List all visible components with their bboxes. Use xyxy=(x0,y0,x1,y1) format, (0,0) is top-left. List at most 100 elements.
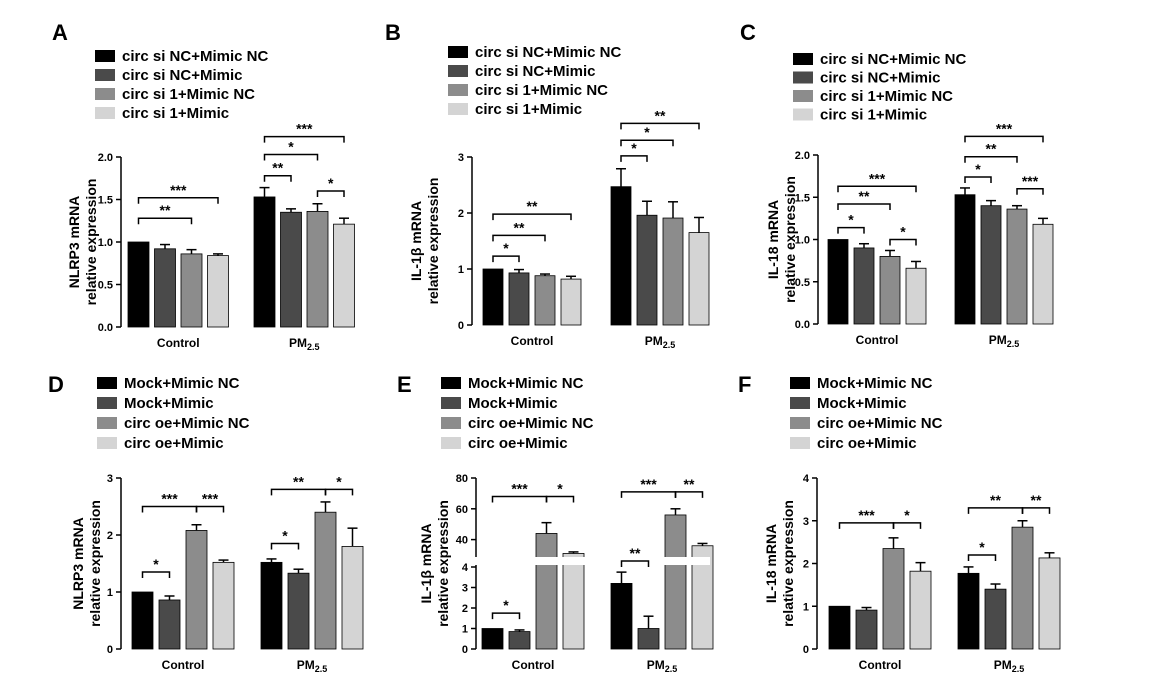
bar xyxy=(158,599,181,650)
y-axis-label: NLRP3 mRNArelative expression xyxy=(66,179,99,306)
legend-label: circ si 1+Mimic xyxy=(820,107,927,124)
significance-bracket xyxy=(492,213,572,221)
bar xyxy=(508,272,530,326)
significance-bracket xyxy=(316,190,345,197)
bar xyxy=(980,205,1002,325)
bar xyxy=(905,267,927,325)
bar xyxy=(280,211,302,328)
legend-label: Mock+Mimic xyxy=(817,395,907,412)
legend-label: circ si 1+Mimic NC xyxy=(475,82,608,99)
y-axis-label-line1: IL-18 mRNA xyxy=(763,524,779,603)
legend-label: Mock+Mimic NC xyxy=(124,375,240,392)
significance-label: * xyxy=(644,124,650,140)
bar xyxy=(909,570,932,650)
legend-swatch xyxy=(448,65,468,77)
bar xyxy=(954,194,976,325)
significance-bracket xyxy=(137,217,193,225)
bar xyxy=(131,591,154,650)
legend-swatch xyxy=(790,417,810,429)
significance-label: ** xyxy=(160,202,171,218)
significance-bracket xyxy=(964,155,1018,163)
bar xyxy=(333,223,355,328)
significance-label: ** xyxy=(514,219,525,235)
bar xyxy=(562,553,585,650)
bar xyxy=(127,241,150,328)
y-tick-label: 40 xyxy=(456,535,468,547)
significance-label: ** xyxy=(272,160,283,176)
category-main: PM xyxy=(289,336,307,350)
panel-label: C xyxy=(740,20,756,45)
y-axis-label-line1: IL-18 mRNA xyxy=(765,200,781,279)
bar xyxy=(341,546,364,650)
bar xyxy=(253,196,276,328)
category-main: Control xyxy=(511,334,554,348)
legend-label: circ oe+Mimic xyxy=(468,435,568,452)
legend-label: circ si 1+Mimic NC xyxy=(122,86,255,103)
category-main: Control xyxy=(512,658,555,672)
x-category-label: PM2.5 xyxy=(994,658,1025,674)
legend-label: circ si NC+Mimic NC xyxy=(475,44,621,61)
legend-label: circ si NC+Mimic NC xyxy=(820,51,966,68)
y-tick-label: 1 xyxy=(462,624,468,636)
significance-label: *** xyxy=(511,480,528,496)
category-main: PM xyxy=(647,658,665,672)
legend-swatch xyxy=(793,53,813,65)
significance-label: * xyxy=(336,473,342,489)
y-tick-label: 80 xyxy=(456,473,468,485)
significance-bracket xyxy=(674,491,704,498)
bar xyxy=(180,253,203,328)
legend-label: circ si 1+Mimic xyxy=(122,105,229,122)
significance-label: ** xyxy=(293,473,304,489)
significance-bracket xyxy=(620,122,700,130)
legend-swatch xyxy=(790,377,810,389)
significance-label: *** xyxy=(202,491,219,507)
legend-swatch xyxy=(95,50,115,62)
significance-label: * xyxy=(282,528,288,544)
y-tick-label: 0.0 xyxy=(98,322,113,334)
bar xyxy=(1038,557,1061,650)
significance-label: *** xyxy=(869,170,886,186)
significance-bracket xyxy=(620,155,648,162)
legend-swatch xyxy=(793,90,813,102)
bar xyxy=(535,533,558,650)
y-axis-label: IL-1β mRNArelative expression xyxy=(408,178,441,305)
legend-swatch xyxy=(97,417,117,429)
y-tick-label: 0 xyxy=(803,644,809,656)
significance-label: * xyxy=(503,240,509,256)
significance-bracket xyxy=(141,505,198,513)
y-axis-label-line2: relative expression xyxy=(87,500,103,627)
legend-swatch xyxy=(448,84,468,96)
significance-label: ** xyxy=(527,198,538,214)
significance-bracket xyxy=(964,176,992,183)
bar xyxy=(260,561,283,650)
significance-bracket xyxy=(967,507,1024,514)
y-tick-label: 2 xyxy=(107,530,113,542)
significance-bracket xyxy=(270,542,300,550)
y-axis-label: NLRP3 mRNArelative expression xyxy=(70,500,103,627)
y-tick-label: 4 xyxy=(462,562,469,574)
category-subscript: 2.5 xyxy=(307,342,320,352)
bar xyxy=(207,255,229,328)
significance-label: ** xyxy=(684,476,695,492)
y-tick-label: 0.5 xyxy=(98,280,113,292)
axis-break xyxy=(470,557,710,565)
legend-swatch xyxy=(95,107,115,119)
significance-label: * xyxy=(328,175,334,191)
category-main: Control xyxy=(157,336,200,350)
y-tick-label: 1.0 xyxy=(795,235,810,247)
bar xyxy=(636,214,658,326)
bar xyxy=(287,572,310,650)
y-tick-label: 0 xyxy=(458,320,464,332)
significance-label: *** xyxy=(858,507,875,523)
significance-bracket xyxy=(492,234,546,242)
y-axis-label-line2: relative expression xyxy=(782,176,798,303)
panel-d: D Mock+Mimic NC Mock+Mimic circ oe+Mimic NC… xyxy=(48,372,364,674)
legend-label: Mock+Mimic NC xyxy=(817,375,933,392)
legend-swatch xyxy=(97,437,117,449)
legend-label: circ si NC+Mimic xyxy=(475,63,595,80)
y-axis-label-line2: relative expression xyxy=(83,179,99,306)
significance-bracket xyxy=(967,554,997,561)
significance-label: *** xyxy=(170,182,187,198)
